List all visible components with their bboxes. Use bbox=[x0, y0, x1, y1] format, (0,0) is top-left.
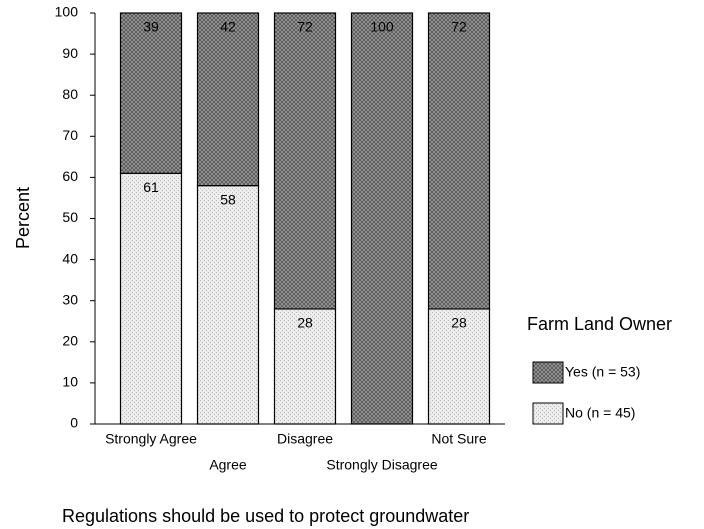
y-tick-label: 40 bbox=[62, 250, 78, 266]
y-tick-label: 70 bbox=[62, 127, 78, 143]
x-tick-label: Strongly Disagree bbox=[326, 457, 437, 473]
bar-segment bbox=[119, 12, 183, 174]
data-label: 61 bbox=[143, 179, 159, 195]
y-tick-label: 50 bbox=[62, 209, 78, 225]
x-tick-label: Disagree bbox=[277, 431, 333, 447]
bar-segment bbox=[196, 12, 260, 187]
data-label: 42 bbox=[220, 19, 236, 35]
y-tick-label: 90 bbox=[62, 45, 78, 61]
x-tick-label: Not Sure bbox=[431, 431, 486, 447]
bar-segment bbox=[273, 308, 337, 425]
y-tick-label: 100 bbox=[55, 4, 79, 20]
legend-title: Farm Land Owner bbox=[527, 314, 672, 334]
legend-label: Yes (n = 53) bbox=[565, 364, 640, 380]
data-label: 72 bbox=[297, 19, 313, 35]
y-tick-label: 20 bbox=[62, 333, 78, 349]
bar-segment bbox=[350, 12, 414, 425]
y-tick-label: 10 bbox=[62, 374, 78, 390]
x-tick-label: Strongly Agree bbox=[105, 431, 197, 447]
y-tick-label: 30 bbox=[62, 291, 78, 307]
data-label: 100 bbox=[370, 19, 394, 35]
y-tick-label: 80 bbox=[62, 86, 78, 102]
legend-label: No (n = 45) bbox=[565, 405, 635, 421]
legend-swatch bbox=[532, 361, 564, 384]
bar-segment bbox=[427, 12, 491, 310]
y-tick-label: 60 bbox=[62, 168, 78, 184]
data-label: 39 bbox=[143, 19, 159, 35]
y-axis-label: Percent bbox=[13, 187, 33, 249]
data-label: 72 bbox=[451, 19, 467, 35]
y-tick-label: 0 bbox=[70, 415, 78, 431]
bar-segment bbox=[119, 172, 183, 425]
bar-segment bbox=[196, 185, 260, 425]
data-label: 58 bbox=[220, 191, 236, 207]
bar-segment bbox=[273, 12, 337, 310]
bar-segment bbox=[427, 308, 491, 425]
x-tick-label: Agree bbox=[209, 457, 247, 473]
chart-title: Regulations should be used to protect gr… bbox=[62, 506, 469, 526]
legend-swatch bbox=[532, 402, 564, 425]
data-label: 28 bbox=[297, 315, 313, 331]
data-label: 28 bbox=[451, 315, 467, 331]
